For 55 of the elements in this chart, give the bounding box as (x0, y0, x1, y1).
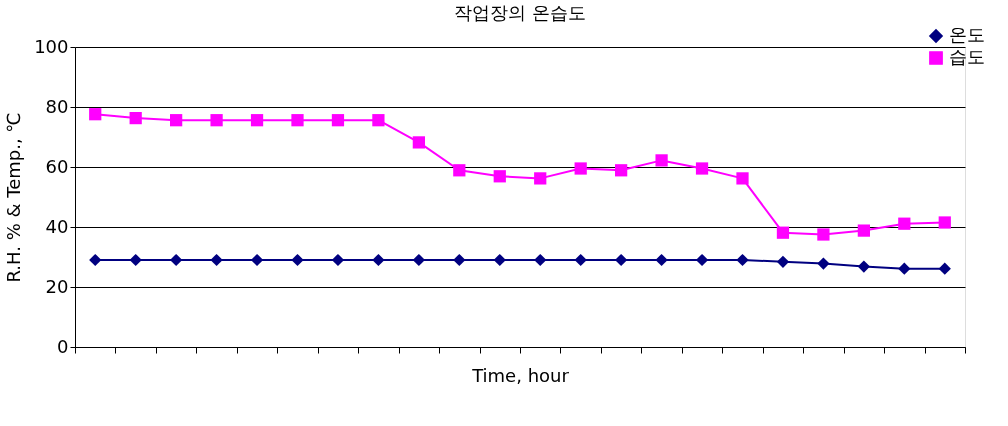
point (736, 172, 749, 185)
point (817, 257, 830, 270)
point (857, 224, 870, 237)
legend-label: 습도 (949, 46, 985, 67)
y-tick-label: 100 (34, 35, 69, 57)
point (129, 253, 142, 267)
point (655, 154, 668, 167)
point (331, 114, 345, 127)
point (210, 114, 223, 127)
point (89, 108, 102, 121)
point (372, 114, 385, 127)
point (453, 164, 466, 177)
x-axis-title: Time, hour (471, 365, 570, 386)
point (170, 114, 183, 127)
legend-label: 온도 (949, 24, 985, 45)
point (898, 262, 911, 275)
point (655, 253, 668, 267)
y-tick-label: 60 (45, 155, 69, 177)
point (291, 114, 304, 127)
point (89, 253, 102, 267)
y-tick-label: 20 (45, 275, 69, 297)
point (291, 253, 304, 267)
point (493, 170, 506, 183)
y-tick-label: 80 (45, 95, 69, 117)
point (534, 172, 547, 185)
point (615, 253, 628, 267)
point (574, 253, 587, 267)
y-tick-label: 0 (57, 335, 69, 357)
point (493, 253, 506, 267)
point (129, 111, 142, 125)
point (412, 136, 425, 149)
y-axis-title: R.H. % & Temp., ℃ (3, 112, 25, 283)
point (857, 260, 870, 273)
point (695, 253, 709, 267)
point (817, 228, 830, 241)
point (938, 216, 951, 229)
y-tick-label: 40 (45, 215, 69, 237)
point (250, 114, 264, 127)
point (776, 226, 790, 239)
point (534, 253, 547, 267)
point (453, 253, 466, 267)
point (574, 162, 587, 175)
point (250, 253, 264, 267)
point (898, 217, 911, 230)
point (695, 162, 709, 175)
point (210, 253, 223, 267)
point (170, 253, 183, 267)
point (615, 164, 628, 177)
point (938, 262, 951, 275)
point (412, 253, 425, 267)
point (736, 253, 749, 267)
point (372, 253, 385, 267)
point (331, 253, 345, 267)
chart-title: 작업장의 온습도 (454, 2, 586, 23)
point (776, 255, 790, 268)
